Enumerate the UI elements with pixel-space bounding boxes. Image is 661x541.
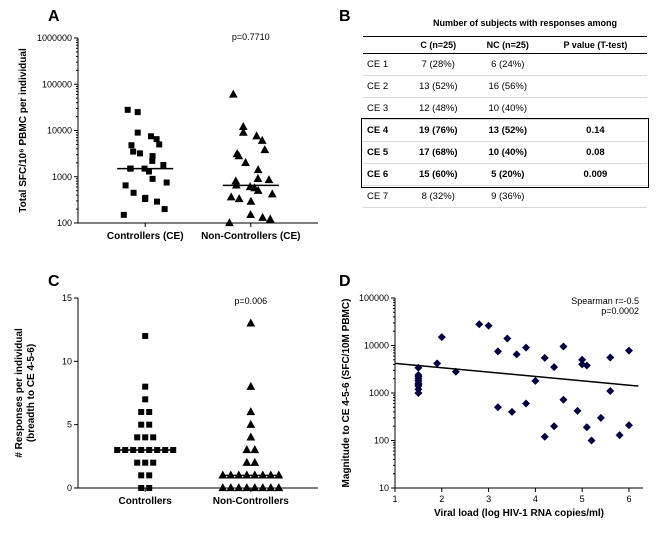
table-b-title: Number of subjects with responses among [363, 18, 647, 28]
chart-d: 10 100 1000 10000 100000 1 2 3 4 5 6 Viral load (lo… [333, 273, 653, 533]
svg-text:Spearman r=-0.5: Spearman r=-0.5 [571, 296, 639, 306]
svg-text:10: 10 [379, 483, 389, 493]
svg-text:15: 15 [62, 293, 72, 303]
table-header: C (n=25) [405, 37, 472, 54]
svg-text:# Responses per individual: # Responses per individual [14, 328, 25, 458]
svg-text:5: 5 [67, 420, 72, 430]
table-row: CE 312 (48%)10 (40%) [363, 98, 647, 120]
svg-text:Controllers (CE): Controllers (CE) [107, 231, 184, 242]
table-row: CE 17 (28%)6 (24%) [363, 54, 647, 76]
svg-text:100000: 100000 [359, 293, 389, 303]
svg-text:5: 5 [580, 494, 585, 504]
table-row: CE 615 (60%)5 (20%)0.009 [363, 164, 647, 186]
svg-text:4: 4 [533, 494, 538, 504]
panel-c-label: C [48, 273, 60, 291]
panel-d: D 10 100 1000 10000 100000 1 2 3 4 5 6 Viral load (… [333, 273, 653, 533]
svg-text:1000: 1000 [52, 172, 72, 182]
svg-text:0: 0 [67, 483, 72, 493]
panel-a: A 100 1000 10000 100000 1000000 Total SFC/10⁶… [8, 8, 328, 268]
svg-text:Controllers: Controllers [119, 496, 173, 507]
panel-a-label: A [48, 8, 60, 26]
svg-text:1000: 1000 [369, 388, 389, 398]
table-b-wrap: Number of subjects with responses among … [333, 8, 653, 212]
svg-text:Viral load (log HIV-1 RNA copi: Viral load (log HIV-1 RNA copies/ml) [434, 508, 604, 519]
chart-a: 100 1000 10000 100000 1000000 Total SFC/10⁶ P… [8, 8, 328, 268]
panel-c: C 0 5 10 15 # Responses per individual(bread… [8, 273, 328, 533]
figure-grid: A 1001000100001000001000000Total SFC/10⁶… [8, 8, 653, 533]
panel-d-label: D [339, 273, 351, 291]
svg-text:100000: 100000 [42, 79, 72, 89]
svg-text:6: 6 [626, 494, 631, 504]
table-header [363, 37, 405, 54]
svg-text:Non-Controllers: Non-Controllers [213, 496, 290, 507]
svg-text:100: 100 [57, 218, 72, 228]
chart-c: 0 5 10 15 # Responses per individual(breadth… [8, 273, 328, 533]
response-table: C (n=25)NC (n=25)P value (T-test)CE 17 (… [363, 36, 647, 208]
svg-text:p=0.006: p=0.006 [234, 296, 267, 306]
svg-text:Magnitude to CE 4-5-6 (SFC/10M: Magnitude to CE 4-5-6 (SFC/10M PBMC) [341, 299, 352, 488]
svg-text:10000: 10000 [364, 341, 389, 351]
svg-text:10000: 10000 [47, 126, 72, 136]
svg-text:(breadth to CE 4-5-6): (breadth to CE 4-5-6) [26, 344, 37, 442]
svg-text:3: 3 [486, 494, 491, 504]
table-row: CE 517 (68%)10 (40%)0.08 [363, 142, 647, 164]
svg-text:Non-Controllers (CE): Non-Controllers (CE) [201, 231, 300, 242]
svg-text:100: 100 [374, 436, 389, 446]
table-row: CE 213 (52%)16 (56%) [363, 76, 647, 98]
svg-text:1: 1 [392, 494, 397, 504]
svg-text:p=0.0002: p=0.0002 [601, 306, 639, 316]
table-row: CE 78 (32%)9 (36%) [363, 186, 647, 208]
table-row: CE 419 (76%)13 (52%)0.14 [363, 120, 647, 142]
table-header: NC (n=25) [472, 37, 544, 54]
svg-text:2: 2 [439, 494, 444, 504]
svg-text:10: 10 [62, 356, 72, 366]
svg-text:Total SFC/10⁶ PBMC per individ: Total SFC/10⁶ PBMC per individual [18, 48, 29, 213]
svg-text:1000000: 1000000 [37, 33, 72, 43]
panel-b: B Number of subjects with responses amon… [333, 8, 653, 268]
svg-text:p=0.7710: p=0.7710 [232, 32, 270, 42]
panel-b-label: B [339, 8, 351, 26]
table-header: P value (T-test) [544, 37, 647, 54]
